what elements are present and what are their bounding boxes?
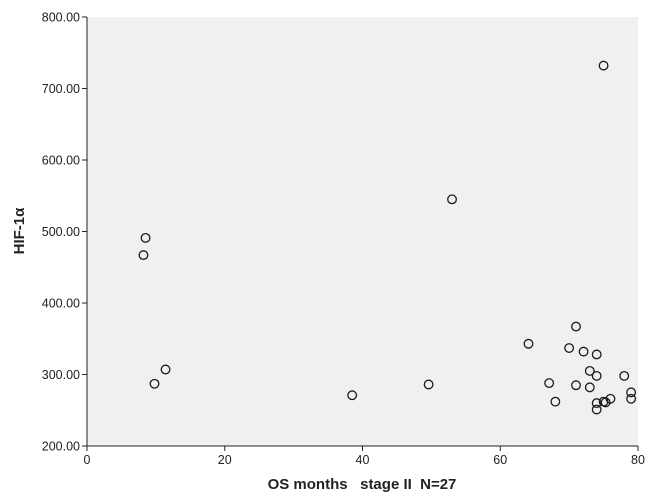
data-point — [626, 387, 637, 398]
data-point — [550, 396, 561, 407]
x-tick-label: 20 — [218, 453, 232, 467]
data-point — [564, 343, 575, 353]
data-point — [591, 370, 602, 381]
data-point — [571, 321, 581, 332]
data-point — [140, 232, 151, 243]
plot-area — [87, 17, 638, 446]
data-point — [619, 370, 630, 381]
data-point — [544, 378, 555, 389]
data-point — [626, 393, 637, 404]
x-tick-label: 40 — [356, 453, 370, 467]
data-point — [578, 346, 589, 357]
y-tick-label: 500.00 — [42, 225, 80, 239]
y-tick-label: 800.00 — [42, 11, 80, 25]
data-point — [523, 338, 534, 349]
data-point — [138, 250, 149, 261]
data-point — [149, 378, 160, 389]
y-axis-title: HIF-1α — [11, 207, 28, 255]
y-tick-label: 700.00 — [42, 82, 80, 96]
data-point — [347, 390, 358, 401]
data-point — [160, 364, 171, 375]
data-point — [584, 365, 595, 376]
x-tick-label: 80 — [631, 453, 645, 467]
y-axis-ticks: 200.00 300.00 400.00 500.00 600.00 700.00 800.… — [42, 11, 87, 454]
data-point — [584, 382, 595, 393]
data-points — [138, 60, 637, 415]
data-point — [598, 60, 609, 71]
data-point — [447, 194, 457, 205]
x-axis-title: OS months stage II N=27 — [268, 476, 457, 493]
data-point — [423, 379, 434, 390]
y-tick-label: 200.00 — [42, 440, 80, 454]
y-tick-label: 600.00 — [42, 154, 80, 168]
data-point — [591, 404, 602, 415]
x-tick-label: 60 — [493, 453, 507, 467]
y-tick-label: 300.00 — [42, 368, 80, 382]
x-tick-label: 0 — [84, 453, 91, 467]
data-point — [605, 393, 616, 404]
x-axis-ticks: 0 20 40 60 80 — [84, 446, 645, 467]
data-point — [591, 349, 602, 360]
y-tick-label: 400.00 — [42, 297, 80, 311]
data-point — [571, 380, 581, 391]
